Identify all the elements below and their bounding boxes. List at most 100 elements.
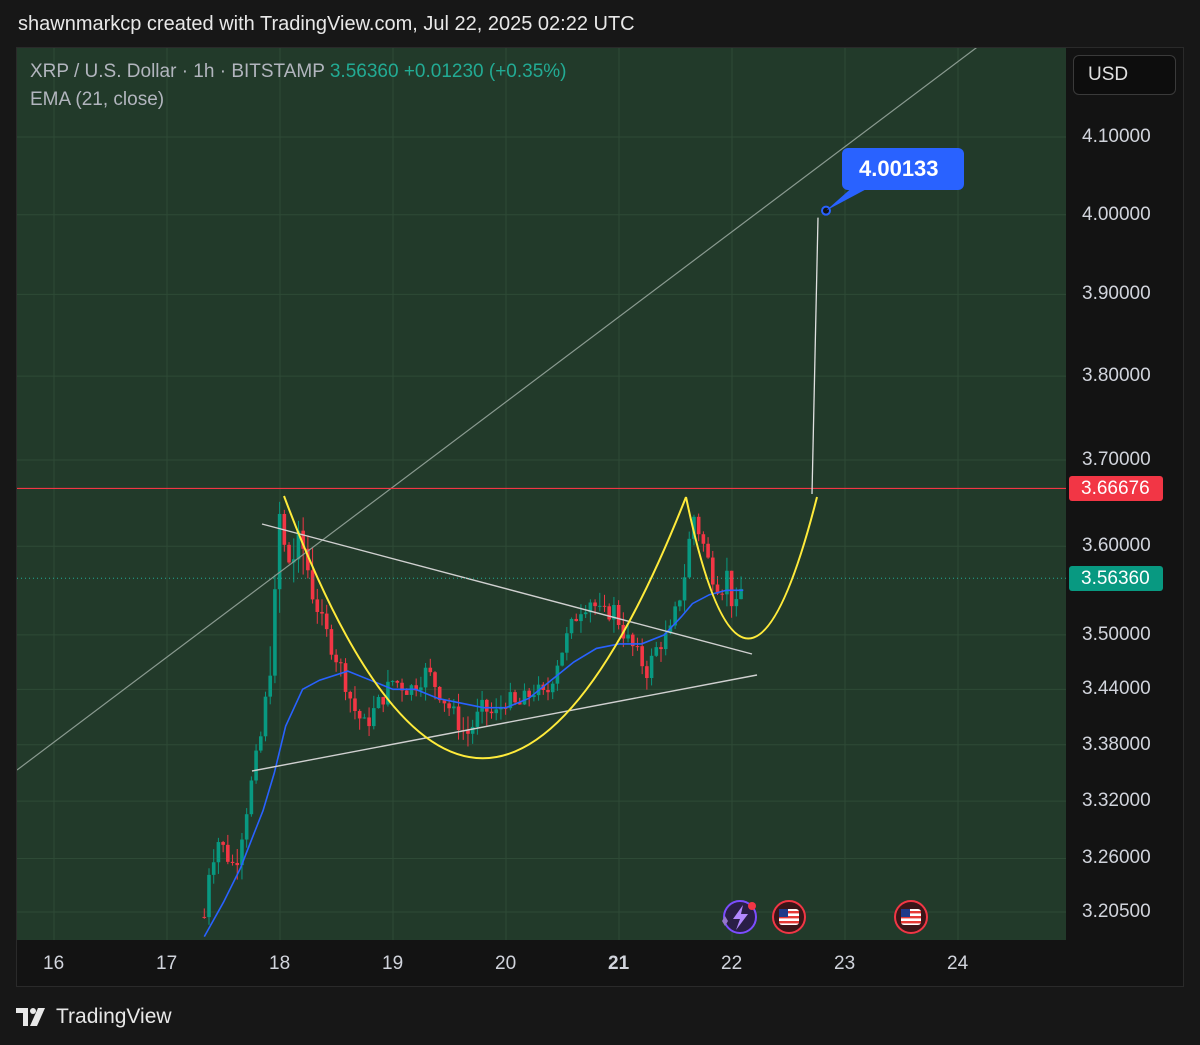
flag-stripe xyxy=(779,911,799,914)
candle-body xyxy=(306,548,310,571)
candle-body xyxy=(437,686,442,701)
candle-body xyxy=(470,726,475,734)
us-flag-event-icon xyxy=(894,900,928,934)
legend-symbol-line[interactable]: XRP / U.S. Dollar · 1h · BITSTAMP 3.5636… xyxy=(30,61,567,89)
legend-indicator-line[interactable]: EMA (21, close) xyxy=(30,89,567,117)
handle-curve xyxy=(685,496,818,640)
time-scale[interactable] xyxy=(17,940,1183,986)
candle-body xyxy=(546,690,550,693)
currency-button[interactable]: USD xyxy=(1073,55,1176,95)
candle-body xyxy=(287,544,291,563)
y-tick-label: 3.20500 xyxy=(1082,901,1151,922)
flag-stripe xyxy=(901,916,921,919)
candle-body xyxy=(612,605,616,620)
projection-line xyxy=(811,217,819,495)
target-price-label: 4.00133 xyxy=(859,156,939,181)
candle-body xyxy=(579,614,583,622)
candle-body xyxy=(569,618,574,634)
candle-body xyxy=(447,703,451,709)
y-tick-label: 3.44000 xyxy=(1082,678,1151,700)
candle-body xyxy=(367,717,371,727)
candle-body xyxy=(301,530,305,549)
chart-legend: XRP / U.S. Dollar · 1h · BITSTAMP 3.5636… xyxy=(30,61,567,117)
candle-body xyxy=(649,655,654,679)
candle-body xyxy=(673,606,677,626)
candle-body xyxy=(484,699,489,712)
last-price-tag-label: 3.56360 xyxy=(1081,568,1150,590)
candle-body xyxy=(221,842,225,845)
flag-stripe xyxy=(779,921,799,924)
candle-body xyxy=(428,667,433,673)
candle-body xyxy=(522,690,527,705)
candle-body xyxy=(701,534,706,544)
candle-body xyxy=(663,633,668,650)
candle-body xyxy=(343,663,348,692)
candle-body xyxy=(433,672,437,687)
candle-body xyxy=(240,839,244,866)
candle-body xyxy=(602,605,607,607)
footer-bar xyxy=(0,987,1200,1045)
candle-body xyxy=(565,633,569,653)
candle-body xyxy=(635,646,640,648)
us-flag-event-icon xyxy=(772,900,806,934)
candle-body xyxy=(659,647,663,650)
flag-canton xyxy=(901,909,910,917)
candle-body xyxy=(404,690,409,695)
x-tick-label: 23 xyxy=(834,953,856,974)
indicator-label: EMA (21, close) xyxy=(30,89,165,110)
lightning-event-icon xyxy=(722,900,757,934)
candle-body xyxy=(230,861,235,863)
header-caption: shawnmarkcp created with TradingView.com… xyxy=(18,13,635,35)
flag-stripe xyxy=(901,911,921,914)
candle-body xyxy=(419,687,423,691)
long-trend-line xyxy=(17,48,978,771)
candle-body xyxy=(277,513,282,590)
candle-body xyxy=(710,557,715,585)
x-tick-label: 17 xyxy=(156,953,178,974)
candle-body xyxy=(371,708,376,727)
x-tick-label: 21 xyxy=(608,953,630,974)
plot-area[interactable] xyxy=(17,48,1066,940)
candle-body xyxy=(607,606,612,620)
candle-body xyxy=(466,730,470,734)
y-tick-label: 4.00000 xyxy=(1082,203,1151,225)
last-price-tag: 3.56360 xyxy=(1069,566,1163,592)
candle-body xyxy=(395,680,400,683)
lower-triangle-line xyxy=(251,674,758,772)
candle-body xyxy=(583,612,588,615)
candle-body xyxy=(249,780,254,815)
candle-body xyxy=(339,662,343,664)
y-tick-label: 3.90000 xyxy=(1082,283,1151,305)
candle-body xyxy=(315,599,320,612)
candle-body xyxy=(207,874,211,918)
candle-body xyxy=(400,682,404,691)
candle-body xyxy=(720,593,725,595)
y-tick-label: 3.50000 xyxy=(1082,623,1151,645)
candle-body xyxy=(513,692,517,703)
x-tick-label: 20 xyxy=(495,953,517,974)
candle-body xyxy=(320,611,324,614)
candle-body xyxy=(616,605,621,625)
y-tick-label: 3.70000 xyxy=(1082,449,1151,471)
y-tick-label: 4.10000 xyxy=(1082,126,1151,147)
candle-body xyxy=(640,646,644,667)
target-price-callout[interactable]: 4.00133 xyxy=(842,148,964,190)
candle-body xyxy=(588,602,593,613)
candle-body xyxy=(258,736,263,751)
candle-body xyxy=(381,697,386,705)
y-tick-label: 3.60000 xyxy=(1082,535,1151,557)
candle-body xyxy=(739,588,743,600)
candle-body xyxy=(678,600,682,607)
x-tick-label: 24 xyxy=(947,953,969,974)
candle-body xyxy=(423,667,428,688)
candle-body xyxy=(725,570,729,595)
candle-body xyxy=(273,589,277,676)
candle-body xyxy=(334,654,338,663)
ema-line xyxy=(203,589,744,938)
y-tick-label: 3.26000 xyxy=(1082,847,1151,869)
candle-body xyxy=(442,700,447,704)
candle-body xyxy=(202,916,207,918)
flag-stripe xyxy=(901,921,921,924)
symbol-label: XRP / U.S. Dollar · 1h · BITSTAMP xyxy=(30,61,325,82)
candle-body xyxy=(654,647,659,656)
